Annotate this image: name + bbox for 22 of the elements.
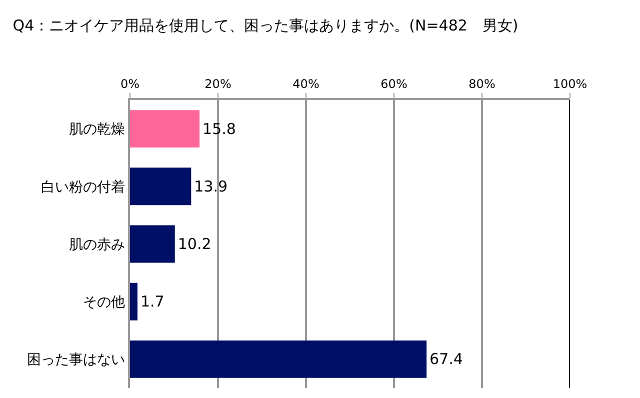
bar [130, 168, 192, 206]
y-tick-label: 困った事はない [27, 352, 126, 368]
y-tick-label: 肌の赤み [69, 236, 126, 253]
data-label: 1.7 [140, 292, 164, 311]
data-label: 10.2 [178, 235, 212, 253]
bar [130, 282, 138, 320]
x-tick-label: 0% [120, 77, 140, 92]
x-tick-label: 100% [552, 77, 588, 92]
y-tick-label: その他 [83, 294, 126, 310]
y-tick-label: 肌の乾燥 [69, 122, 126, 138]
bar [130, 340, 427, 378]
y-tick-label: 白い粉の付着 [41, 179, 126, 196]
data-label: 67.4 [430, 350, 463, 368]
data-label: 13.9 [194, 177, 228, 196]
bar [130, 110, 200, 148]
data-label: 15.8 [202, 120, 236, 138]
x-tick-label: 80% [468, 77, 496, 92]
chart-title: Q4：ニオイケア用品を使用して、困った事はありますか。(N=482 男女) [12, 16, 518, 34]
x-tick-label: 20% [204, 77, 232, 92]
x-tick-label: 60% [380, 77, 408, 92]
bar [130, 225, 175, 263]
x-tick-label: 40% [292, 77, 320, 92]
